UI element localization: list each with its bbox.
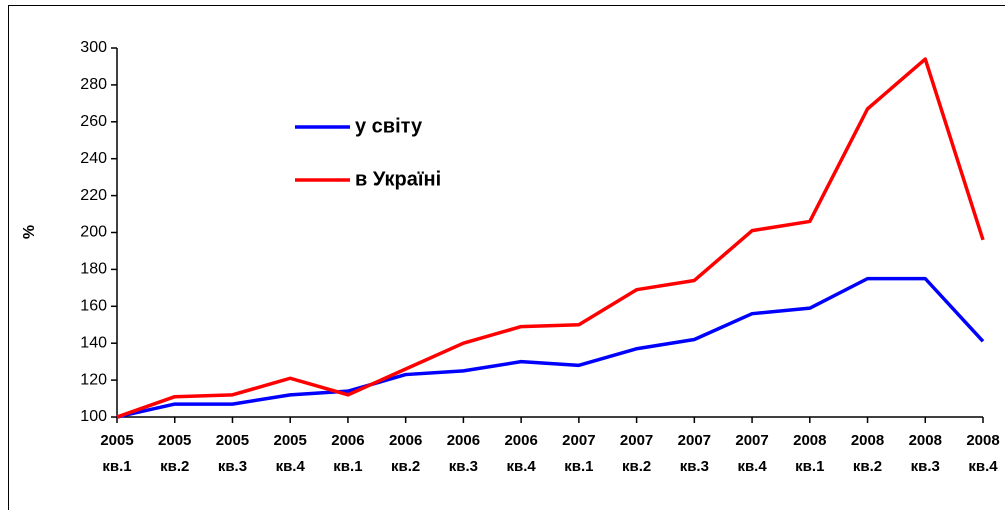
x-tick-label: 2006 xyxy=(331,432,364,449)
x-tick-label: кв.3 xyxy=(218,458,247,475)
x-tick-label: 2006 xyxy=(389,432,422,449)
y-tick-label: 200 xyxy=(80,224,107,241)
y-tick-label: 280 xyxy=(80,76,107,93)
x-tick-label: 2007 xyxy=(562,432,595,449)
x-tick-label: кв.3 xyxy=(449,458,478,475)
x-tick-label: кв.1 xyxy=(564,458,593,475)
legend-label: у світу xyxy=(355,115,423,137)
x-tick-label: 2008 xyxy=(851,432,884,449)
x-tick-label: кв.3 xyxy=(680,458,709,475)
x-tick-label: кв.2 xyxy=(853,458,882,475)
y-tick-label: 300 xyxy=(80,39,107,56)
x-tick-label: 2007 xyxy=(620,432,653,449)
x-tick-label: кв.3 xyxy=(911,458,940,475)
x-tick-label: 2008 xyxy=(793,432,826,449)
y-tick-label: 180 xyxy=(80,261,107,278)
y-tick-label: 260 xyxy=(80,113,107,130)
x-tick-label: кв.4 xyxy=(737,458,767,475)
x-tick-label: кв.2 xyxy=(622,458,651,475)
x-tick-label: кв.2 xyxy=(391,458,420,475)
x-tick-label: 2008 xyxy=(909,432,942,449)
x-tick-label: 2005 xyxy=(274,432,307,449)
x-tick-label: кв.1 xyxy=(102,458,131,475)
x-tick-label: 2005 xyxy=(100,432,133,449)
x-tick-label: кв.4 xyxy=(507,458,537,475)
x-tick-label: 2006 xyxy=(447,432,480,449)
y-axis-label: % xyxy=(21,225,38,239)
y-tick-label: 240 xyxy=(80,150,107,167)
x-tick-label: кв.4 xyxy=(968,458,998,475)
line-series xyxy=(116,276,985,419)
x-tick-label: кв.4 xyxy=(276,458,306,475)
y-tick-label: 140 xyxy=(80,334,107,351)
x-tick-label: 2007 xyxy=(678,432,711,449)
y-tick-label: 160 xyxy=(80,298,107,315)
x-tick-label: 2005 xyxy=(216,432,249,449)
x-tick-label: 2006 xyxy=(504,432,537,449)
chart-border xyxy=(8,5,1005,510)
y-tick-label: 100 xyxy=(80,408,107,425)
line-series xyxy=(116,57,985,419)
legend-label: в Україні xyxy=(355,168,441,190)
x-tick-label: 2007 xyxy=(735,432,768,449)
y-tick-label: 120 xyxy=(80,371,107,388)
x-tick-label: кв.1 xyxy=(795,458,824,475)
x-tick-label: кв.1 xyxy=(333,458,362,475)
x-tick-label: 2008 xyxy=(966,432,999,449)
x-tick-label: 2005 xyxy=(158,432,191,449)
y-tick-label: 220 xyxy=(80,187,107,204)
x-tick-label: кв.2 xyxy=(160,458,189,475)
